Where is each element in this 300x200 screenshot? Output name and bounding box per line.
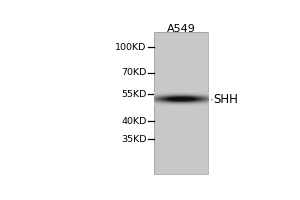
Text: 70KD: 70KD <box>122 68 147 77</box>
Text: 100KD: 100KD <box>116 43 147 52</box>
Text: A549: A549 <box>167 24 195 34</box>
Bar <box>154 32 208 174</box>
Text: 35KD: 35KD <box>121 135 147 144</box>
Text: 40KD: 40KD <box>122 117 147 126</box>
Text: SHH: SHH <box>213 93 238 106</box>
Text: 55KD: 55KD <box>122 90 147 99</box>
Bar <box>154 32 208 174</box>
